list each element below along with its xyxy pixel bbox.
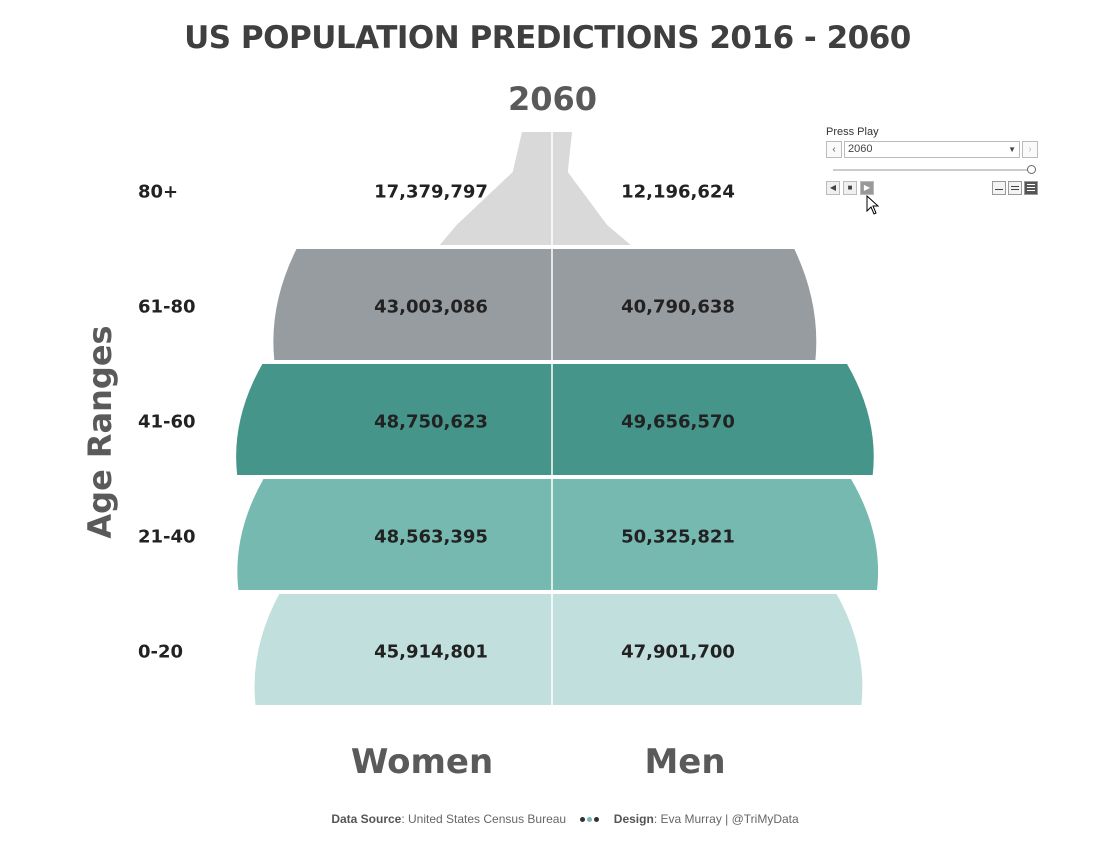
slider-thumb[interactable]: [1027, 165, 1036, 174]
playback-label: Press Play: [826, 126, 879, 138]
speed-slow-button[interactable]: [992, 181, 1006, 195]
footer-dot: [594, 817, 600, 823]
men-value-label: 40,790,638: [621, 296, 735, 317]
men-bar: [552, 479, 879, 590]
design-text: : Eva Murray | @TriMyData: [653, 812, 799, 826]
current-year: 2060: [507, 80, 598, 118]
stop-button[interactable]: ■: [843, 181, 857, 195]
men-bar: [552, 132, 631, 245]
women-bar: [439, 132, 552, 245]
speed-selector: [990, 181, 1038, 195]
footer-dot: [587, 817, 593, 823]
men-bar: [552, 594, 863, 705]
source-text: : United States Census Bureau: [401, 812, 567, 826]
age-range-label: 41-60: [138, 411, 196, 432]
design-label: Design: [613, 812, 654, 826]
women-bar: [236, 364, 552, 475]
footer-dots: [579, 812, 600, 826]
age-range-label: 61-80: [138, 296, 196, 317]
men-value-label: 50,325,821: [621, 526, 735, 547]
men-value-label: 47,901,700: [621, 641, 735, 662]
play-icon: ▶: [863, 183, 871, 192]
next-year-button[interactable]: ›: [1022, 141, 1038, 158]
slider-track: [833, 169, 1032, 171]
chevron-right-icon: ›: [1028, 144, 1032, 155]
playback-control: Press Play ‹ 2060 ▼ › ◀ ■ ▶: [826, 126, 1038, 195]
mouse-pointer-icon: [866, 195, 880, 215]
stop-icon: ■: [847, 183, 853, 192]
women-value-label: 48,750,623: [374, 411, 488, 432]
prev-year-button[interactable]: ‹: [826, 141, 842, 158]
men-value-label: 49,656,570: [621, 411, 735, 432]
age-range-label: 0-20: [138, 641, 184, 662]
men-label: Men: [644, 742, 726, 782]
women-bar: [237, 479, 552, 590]
chevron-left-icon: ‹: [832, 144, 836, 155]
footer-dot: [580, 817, 586, 823]
women-bar: [273, 249, 552, 360]
year-slider[interactable]: [826, 164, 1038, 176]
men-value-label: 12,196,624: [621, 181, 735, 202]
year-select[interactable]: 2060 ▼: [844, 141, 1020, 158]
chart-title: US POPULATION PREDICTIONS 2016 - 2060: [184, 20, 911, 56]
age-range-label: 21-40: [138, 526, 196, 547]
chevron-down-icon: ▼: [1008, 145, 1016, 154]
year-select-value: 2060: [848, 143, 873, 155]
speed-fast-button[interactable]: [1024, 181, 1038, 195]
age-range-label: 80+: [138, 181, 179, 202]
play-backward-icon: ◀: [829, 183, 837, 192]
women-value-label: 48,563,395: [374, 526, 488, 547]
women-label: Women: [350, 742, 494, 782]
men-bar: [552, 249, 817, 360]
play-forward-button[interactable]: ▶: [860, 181, 874, 195]
men-bar: [552, 364, 874, 475]
women-value-label: 43,003,086: [374, 296, 488, 317]
women-value-label: 17,379,797: [374, 181, 488, 202]
play-backward-button[interactable]: ◀: [826, 181, 840, 195]
speed-normal-button[interactable]: [1008, 181, 1022, 195]
footer: Data Source: United States Census Bureau…: [0, 812, 1095, 826]
source-label: Data Source: [331, 812, 402, 826]
women-value-label: 45,914,801: [374, 641, 488, 662]
women-bar: [254, 594, 552, 705]
